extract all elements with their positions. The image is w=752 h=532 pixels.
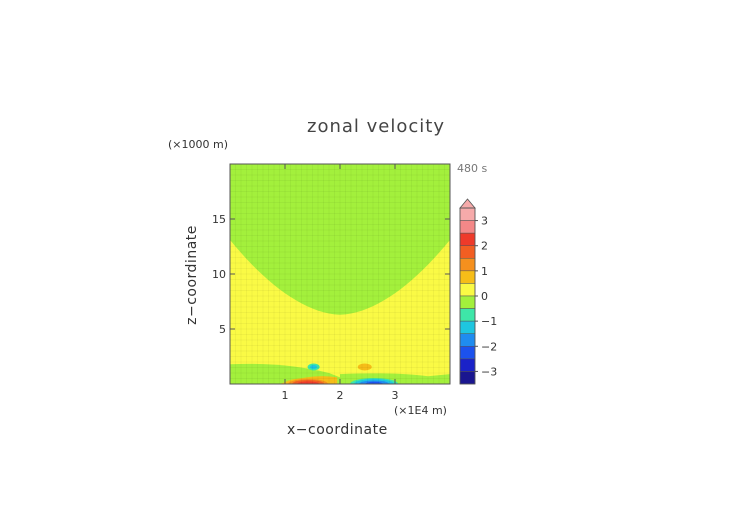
- colorbar-swatch: [459, 333, 476, 347]
- y-tick-label: 10: [212, 268, 226, 281]
- x-tick-label: 3: [392, 389, 399, 402]
- colorbar-swatch: [459, 320, 476, 334]
- colorbar-tick-label: 3: [481, 215, 488, 228]
- colorbar-swatch: [459, 207, 476, 221]
- field-left-cap: [230, 164, 340, 315]
- field-blob-warm: [357, 363, 372, 371]
- time-label: 480 s: [457, 162, 488, 175]
- colorbar-swatch: [459, 295, 476, 309]
- chart-title: zonal velocity: [307, 116, 445, 137]
- colorbar-tick-label: −1: [481, 315, 497, 328]
- x-axis-label: x−coordinate: [287, 422, 388, 438]
- colorbar-tick-label: 1: [481, 265, 488, 278]
- y-tick-label: 15: [212, 213, 226, 226]
- y-tick-label: 5: [219, 323, 226, 336]
- colorbar-tick-label: −3: [481, 365, 497, 378]
- colorbar-tick-label: 0: [481, 290, 488, 303]
- x-tick-label: 2: [337, 389, 344, 402]
- colorbar-swatch: [459, 358, 476, 372]
- field-max-level-3: [297, 381, 320, 384]
- colorbar-swatch: [459, 245, 476, 259]
- colorbar-extend-arrow: [459, 198, 476, 209]
- colorbar-swatch: [459, 232, 476, 246]
- colorbar-swatch: [459, 308, 476, 322]
- colorbar-swatch: [459, 346, 476, 360]
- y-unit-label: (×1000 m): [168, 138, 229, 151]
- x-tick-label: 1: [282, 389, 289, 402]
- field-blob-cool-core: [310, 364, 318, 369]
- x-unit-label: (×1E4 m): [394, 404, 447, 417]
- colorbar-swatch: [459, 270, 476, 284]
- colorbar-swatch: [459, 371, 476, 385]
- field-right-bowl: [340, 239, 450, 368]
- colorbar-swatch: [459, 258, 476, 272]
- colorbar-swatch: [459, 283, 476, 297]
- field-min-level-3: [365, 381, 384, 384]
- colorbar-tick-label: −2: [481, 340, 497, 353]
- colorbar-swatch: [459, 220, 476, 234]
- colorbar-tick-label: 2: [481, 240, 488, 253]
